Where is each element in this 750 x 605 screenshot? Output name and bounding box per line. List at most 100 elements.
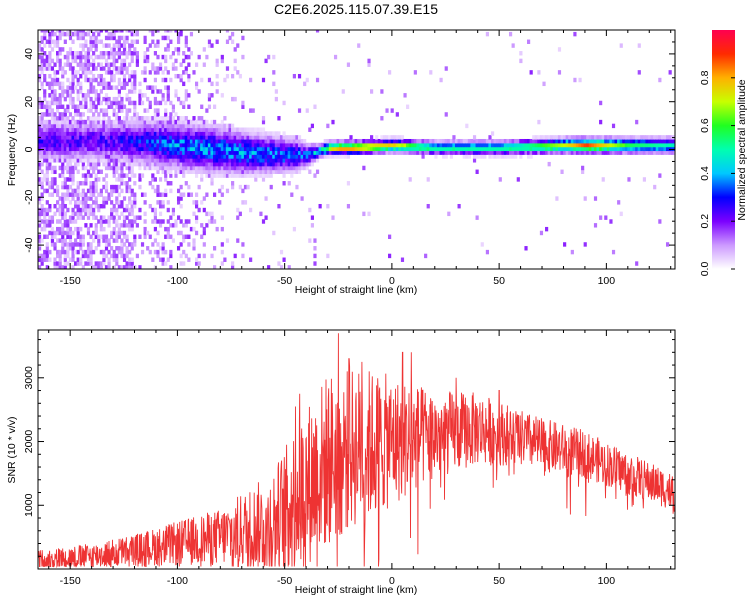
spectrogram-cell xyxy=(269,138,273,144)
spectrogram-cell xyxy=(99,100,103,106)
spectrogram-cell xyxy=(58,127,62,132)
spectrogram-cell xyxy=(112,203,116,209)
spectrogram-cell xyxy=(220,127,224,132)
spectrogram-cell xyxy=(138,173,142,178)
spectrogram-cell xyxy=(38,196,42,201)
spectrogram-cell xyxy=(519,58,523,64)
spectrogram-cell xyxy=(246,161,250,167)
spectrogram-cell xyxy=(97,112,101,117)
spectrogram-cell xyxy=(434,138,438,144)
spectrogram-cell xyxy=(472,158,477,163)
spectrogram-cell xyxy=(122,150,127,155)
spectrogram-cell xyxy=(354,150,358,155)
spectrogram-cell xyxy=(128,127,132,132)
spectrogram-cell xyxy=(313,246,317,251)
spectrogram-cell xyxy=(637,43,641,48)
spectrogram-cell xyxy=(56,135,60,140)
spectrogram-cell xyxy=(161,165,165,171)
spectrogram-cell xyxy=(259,154,263,159)
spectrogram-cell xyxy=(282,169,286,174)
spectrogram-cell xyxy=(79,142,83,148)
spectrogram-cell xyxy=(94,158,98,163)
spectrogram-cell xyxy=(146,54,150,60)
spectrogram-cell xyxy=(110,234,114,240)
spectrogram-cell xyxy=(89,253,93,259)
spectrogram-cell xyxy=(251,127,255,132)
spectrogram-cell xyxy=(238,169,242,174)
spectrogram-cell xyxy=(117,173,121,178)
spectrogram-cell xyxy=(50,112,55,117)
spectrogram-cell xyxy=(158,127,163,132)
spectrogram-cell xyxy=(94,96,98,102)
spectrogram-cell xyxy=(457,146,461,152)
spectrogram-cell xyxy=(99,81,103,87)
spectrogram-cell xyxy=(261,219,266,224)
spectrogram-cell xyxy=(194,142,199,148)
spectrogram-cell xyxy=(305,165,309,171)
spectrogram-cell xyxy=(573,138,577,144)
spectrogram-cell xyxy=(629,146,634,152)
spectrogram-cell xyxy=(125,116,129,121)
spectrogram-cell xyxy=(403,150,407,155)
spectrogram-cell xyxy=(63,211,67,217)
spectrogram-cell xyxy=(385,138,389,144)
spectrogram-cell xyxy=(418,150,423,155)
spectrogram-cell xyxy=(225,123,230,129)
spectrogram-cell xyxy=(138,131,142,136)
spectrogram-cell xyxy=(58,154,62,159)
spectrogram-cell xyxy=(92,215,96,220)
spectrogram-cell xyxy=(153,142,157,148)
spectrogram-cell xyxy=(58,131,62,136)
spectrogram-cell xyxy=(182,116,186,121)
spectrogram-cell xyxy=(48,81,52,87)
spectrogram-cell xyxy=(344,142,348,148)
spectrogram-cell xyxy=(58,96,62,102)
spectrogram-cell xyxy=(194,161,199,167)
spectrogram-cell xyxy=(56,81,60,87)
spectrogram-cell xyxy=(92,161,96,167)
spectrogram-cell xyxy=(215,62,219,67)
spectrogram-cell xyxy=(56,253,60,259)
spectrogram-cell xyxy=(254,146,258,152)
spectrogram-cell xyxy=(452,146,456,152)
spectrogram-cell xyxy=(295,161,299,167)
spectrogram-cell xyxy=(385,135,389,140)
spectrogram-cell xyxy=(202,207,206,213)
spectrogram-cell xyxy=(81,238,85,243)
spectrogram-cell xyxy=(290,165,294,171)
spectrogram-cell xyxy=(285,158,289,163)
spectrogram-cell xyxy=(267,142,271,148)
spectrogram-cell xyxy=(107,96,111,102)
spectrogram-cell xyxy=(84,43,88,48)
spectrogram-cell xyxy=(76,154,80,159)
spectrogram-cell xyxy=(102,142,106,148)
spectrogram-cell xyxy=(570,249,574,255)
spectrogram-cell xyxy=(176,51,181,56)
spectrogram-cell xyxy=(197,127,201,132)
spectrogram-cell xyxy=(171,161,176,167)
spectrogram-cell xyxy=(61,93,65,98)
spectrogram-cell xyxy=(426,177,430,182)
spectrogram-cell xyxy=(86,66,91,71)
spectrogram-cell xyxy=(194,123,199,129)
spectrogram-cell xyxy=(287,146,291,152)
spectrogram-cell xyxy=(135,127,139,132)
spectrogram-cell xyxy=(63,96,67,102)
spectrogram-cell xyxy=(151,66,155,71)
spectrogram-cell xyxy=(205,192,209,197)
spectrogram-cell xyxy=(557,47,562,52)
spectrogram-cell xyxy=(207,127,212,132)
spectrogram-cell xyxy=(418,142,423,148)
spectrogram-cell xyxy=(89,123,93,129)
spectrogram-cell xyxy=(287,265,291,269)
spectrogram-cell xyxy=(117,35,121,41)
spectrogram-cell xyxy=(156,30,160,33)
spectrogram-cell xyxy=(99,249,103,255)
spectrogram-cell xyxy=(261,161,266,167)
spectrogram-cell xyxy=(58,142,62,148)
spectrogram-cell xyxy=(53,142,57,148)
spectrogram-cell xyxy=(117,165,121,171)
spectrogram-cell xyxy=(115,135,119,140)
spectrogram-cell xyxy=(133,196,137,201)
